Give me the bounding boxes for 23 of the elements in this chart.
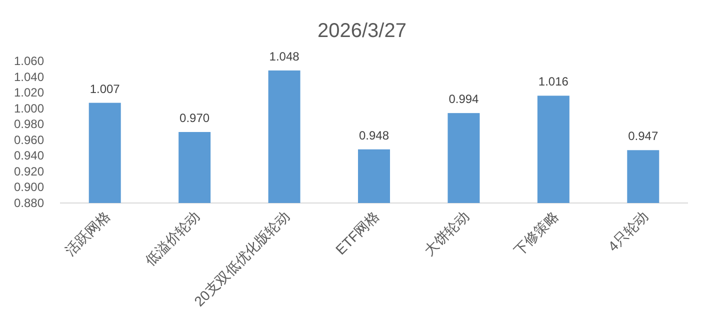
y-tick-label: 0.940: [14, 148, 44, 163]
data-label: 1.016: [538, 74, 569, 89]
y-tick-label: 0.980: [14, 117, 44, 132]
x-tick-label: 大饼轮动: [420, 208, 472, 259]
y-tick-label: 0.880: [14, 196, 44, 210]
y-tick-label: 1.020: [14, 86, 44, 100]
y-tick-label: 1.060: [14, 54, 44, 68]
x-tick-label: 活跃网格: [62, 208, 113, 259]
data-label: 0.994: [448, 92, 480, 106]
chart-title: 2026/3/27: [318, 20, 406, 42]
data-label: 0.970: [180, 111, 210, 125]
data-label: 1.048: [269, 49, 300, 64]
y-tick-label: 1.000: [14, 101, 44, 116]
x-tick-label: 4只轮动: [604, 208, 652, 254]
y-tick-label: 0.920: [14, 164, 44, 178]
y-tick-label: 1.040: [14, 70, 44, 84]
data-label: 0.948: [358, 128, 390, 142]
x-tick-label: 下修策略: [510, 208, 562, 259]
data-label: 0.947: [628, 129, 658, 144]
y-tick-label: 0.960: [14, 132, 44, 147]
y-tick-label: 0.900: [14, 180, 44, 194]
data-label: 1.007: [90, 82, 120, 96]
x-tick-label: 低溢价轮动: [142, 208, 203, 269]
